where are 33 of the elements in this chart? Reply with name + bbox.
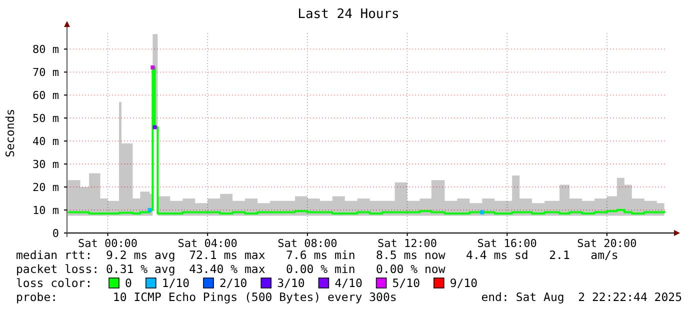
legend-label: 1/10 (162, 276, 190, 290)
legend-label: 9/10 (450, 276, 478, 290)
text: packet loss: 0.31 % avg 43.40 % max 0.00 % min 0.00 % now (16, 262, 446, 276)
legend-label: 3/10 (277, 276, 305, 290)
legend-label: 4/10 (334, 276, 362, 290)
point (480, 210, 484, 214)
legend-title: loss color: (16, 276, 92, 290)
x-tick-label: Sat 00:00 (78, 237, 138, 250)
chart-title: Last 24 Hours (298, 7, 400, 22)
x-tick-label: Sat 20:00 (577, 237, 637, 250)
y-tick-label: 30 m (32, 158, 60, 171)
text: end: Sat Aug 2 22:22:44 2025 (481, 290, 682, 304)
legend-label: 2/10 (220, 276, 248, 290)
y-axis-title: Seconds (3, 108, 17, 158)
legend-label: 5/10 (392, 276, 420, 290)
y-tick-label: 0 (52, 226, 59, 240)
point (148, 208, 152, 212)
x-tick-label: Sat 12:00 (377, 237, 438, 250)
y-tick-label: 20 m (32, 180, 60, 194)
y-tick-label: 40 m (32, 134, 60, 148)
text: median rtt: 9.2 ms avg 72.1 ms max 7.6 ms min 8.5 ms now 4.4 ms sd 2.1 am/s (16, 248, 618, 262)
y-tick-label: 50 m (32, 112, 60, 125)
y-tick-label: 70 m (32, 66, 60, 79)
text: probe: 10 ICMP Echo Pings (500 Bytes) every 300s (16, 290, 397, 304)
point (150, 65, 155, 70)
y-tick-label: 80 m (32, 42, 60, 56)
point (152, 125, 157, 130)
x-tick-label: Sat 04:00 (178, 237, 238, 250)
x-tick-label: Sat 16:00 (477, 237, 537, 250)
legend-label: 0 (125, 276, 132, 290)
y-tick-label: 60 m (32, 88, 60, 102)
y-tick-label: 10 m (32, 204, 60, 217)
x-tick-label: Sat 08:00 (278, 237, 338, 250)
